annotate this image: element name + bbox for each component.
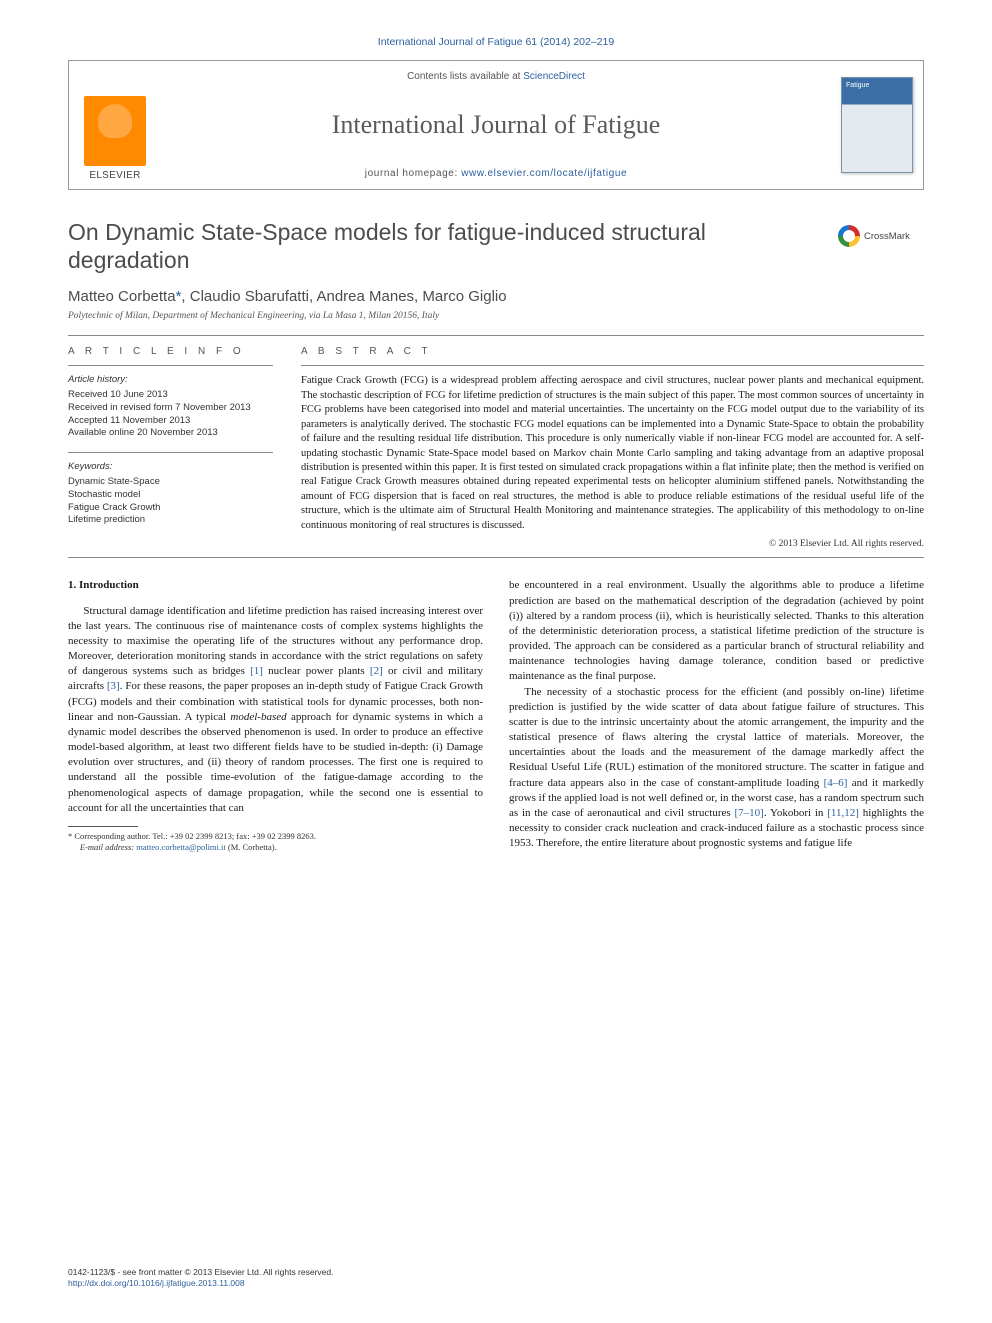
contents-line: Contents lists available at ScienceDirec… [407, 71, 585, 82]
footer-issn: 0142-1123/$ - see front matter © 2013 El… [68, 1267, 334, 1278]
footnote-email: E-mail address: matteo.corbetta@polimi.i… [68, 842, 483, 853]
section-title: Introduction [79, 579, 139, 591]
cover-block: Fatigue [831, 61, 923, 189]
crossmark-icon [838, 225, 860, 247]
rule-bottom [68, 557, 924, 558]
author-1: Matteo Corbetta [68, 288, 176, 305]
affiliation: Polytechnic of Milan, Department of Mech… [68, 311, 924, 321]
homepage-prefix: journal homepage: [365, 168, 461, 179]
history-label: Article history: [68, 374, 273, 387]
p1e: approach for dynamic systems in which a … [68, 711, 483, 814]
abstract-copyright: © 2013 Elsevier Ltd. All rights reserved… [301, 539, 924, 549]
p3a: The necessity of a stochastic process fo… [509, 686, 924, 789]
ref-4-6[interactable]: [4–6] [824, 777, 848, 789]
ref-3[interactable]: [3] [107, 680, 120, 692]
cover-title: Fatigue [846, 82, 908, 89]
info-rule [68, 365, 273, 366]
homepage-url[interactable]: www.elsevier.com/locate/ijfatigue [461, 168, 627, 179]
article-info-heading: A R T I C L E I N F O [68, 346, 273, 357]
journal-reference: International Journal of Fatigue 61 (201… [68, 36, 924, 48]
crossmark-label: CrossMark [864, 231, 910, 242]
journal-header: ELSEVIER Contents lists available at Sci… [68, 60, 924, 190]
para-3: The necessity of a stochastic process fo… [509, 685, 924, 852]
crossmark-badge[interactable]: CrossMark [838, 222, 924, 250]
homepage-line: journal homepage: www.elsevier.com/locat… [365, 168, 627, 179]
authors-line: Matteo Corbetta*, Claudio Sbarufatti, An… [68, 288, 924, 305]
keyword-3: Fatigue Crack Growth [68, 502, 273, 515]
ref-7-10[interactable]: [7–10] [735, 807, 764, 819]
contents-prefix: Contents lists available at [407, 71, 523, 82]
ref-1[interactable]: [1] [250, 665, 263, 677]
email-suffix: (M. Corbetta). [228, 842, 277, 852]
abstract-heading: A B S T R A C T [301, 346, 924, 357]
abstract-text: Fatigue Crack Growth (FCG) is a widespre… [301, 374, 924, 533]
journal-cover-thumbnail: Fatigue [841, 77, 913, 173]
p1b: nuclear power plants [263, 665, 370, 677]
footer-doi[interactable]: http://dx.doi.org/10.1016/j.ijfatigue.20… [68, 1278, 245, 1288]
keyword-2: Stochastic model [68, 489, 273, 502]
elsevier-logo [84, 96, 146, 166]
article-info: A R T I C L E I N F O Article history: R… [68, 346, 273, 549]
ref-11-12[interactable]: [11,12] [827, 807, 859, 819]
para-2: be encountered in a real environment. Us… [509, 578, 924, 684]
history-revised: Received in revised form 7 November 2013 [68, 402, 273, 415]
footnote-corresponding: * Corresponding author. Tel.: +39 02 239… [68, 831, 483, 842]
email-link[interactable]: matteo.corbetta@polimi.it [136, 842, 226, 852]
header-center: Contents lists available at ScienceDirec… [161, 61, 831, 189]
section-number: 1. [68, 579, 76, 591]
article-title: On Dynamic State-Space models for fatigu… [68, 218, 828, 274]
kw-rule [68, 452, 273, 453]
authors-rest: , Claudio Sbarufatti, Andrea Manes, Marc… [181, 288, 506, 305]
keywords-label: Keywords: [68, 461, 273, 474]
body-columns: 1. Introduction Structural damage identi… [68, 578, 924, 853]
section-heading: 1. Introduction [68, 578, 483, 593]
journal-name: International Journal of Fatigue [332, 110, 661, 140]
meta-row: A R T I C L E I N F O Article history: R… [68, 346, 924, 549]
keywords-block: Keywords: Dynamic State-Space Stochastic… [68, 461, 273, 527]
publisher-block: ELSEVIER [69, 61, 161, 189]
email-label: E-mail address: [80, 842, 134, 852]
sciencedirect-link[interactable]: ScienceDirect [523, 71, 585, 82]
para-1: Structural damage identification and lif… [68, 604, 483, 816]
abstract-rule [301, 365, 924, 366]
rule-top [68, 335, 924, 336]
keyword-1: Dynamic State-Space [68, 476, 273, 489]
abstract-block: A B S T R A C T Fatigue Crack Growth (FC… [301, 346, 924, 549]
history-received: Received 10 June 2013 [68, 389, 273, 402]
publisher-name: ELSEVIER [89, 170, 140, 181]
history-accepted: Accepted 11 November 2013 [68, 415, 273, 428]
p3c: . Yokobori in [764, 807, 827, 819]
footer-block: 0142-1123/$ - see front matter © 2013 El… [68, 1267, 334, 1289]
history-online: Available online 20 November 2013 [68, 427, 273, 440]
keyword-4: Lifetime prediction [68, 514, 273, 527]
ref-2[interactable]: [2] [370, 665, 383, 677]
model-based: model-based [230, 711, 286, 723]
footnote-rule [68, 826, 138, 827]
history-block: Article history: Received 10 June 2013 R… [68, 374, 273, 440]
